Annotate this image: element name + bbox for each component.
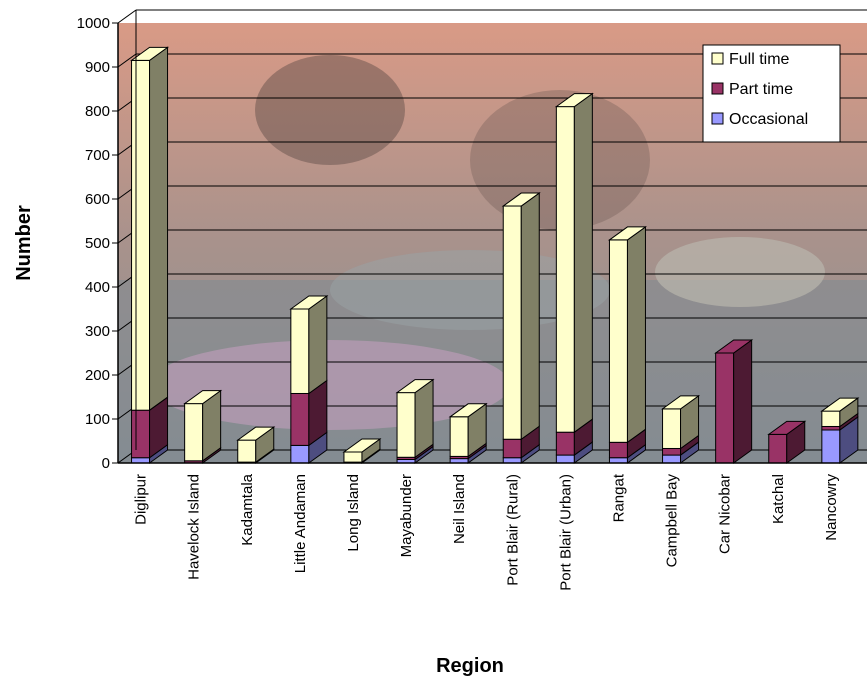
legend-label: Part time — [729, 81, 793, 98]
gridline-side — [117, 53, 137, 68]
x-tick-label: Katchal — [770, 474, 787, 524]
bar-segment-full-time — [449, 402, 487, 458]
x-tick-label: Rangat — [610, 473, 627, 522]
x-tick-label: Port Blair (Urban) — [557, 474, 574, 591]
y-tick-label: 600 — [85, 191, 110, 208]
x-tick-label: Long Island — [345, 474, 362, 552]
bar-top — [289, 295, 329, 310]
bar-segment-full-time — [821, 397, 859, 428]
bar-segment-part-time — [290, 379, 328, 447]
bar-top — [395, 379, 435, 394]
x-tick-label: Little Andaman — [292, 474, 309, 573]
bar-segment-full-time — [290, 295, 328, 395]
bar-top — [342, 438, 382, 453]
y-tick-label: 200 — [85, 367, 110, 384]
bar-segment-full-time — [608, 225, 646, 444]
x-tick-label: Car Nicobar — [717, 474, 734, 554]
bar-segment-full-time — [184, 389, 222, 462]
y-tick-label: 1000 — [77, 15, 110, 32]
bar-top — [820, 397, 860, 412]
bar-top — [183, 390, 223, 405]
y-tick-label: 800 — [85, 103, 110, 120]
x-tick-label: Campbell Bay — [664, 474, 681, 568]
bar-top — [448, 403, 488, 418]
y-axis-title: Number — [13, 205, 35, 281]
bar-top — [130, 46, 170, 61]
legend-label: Full time — [729, 51, 790, 68]
photo-fish-pile — [330, 250, 610, 330]
x-tick-label: Port Blair (Rural) — [504, 474, 521, 586]
bar-segment-full-time — [131, 46, 169, 412]
y-tick-label: 700 — [85, 147, 110, 164]
bar-top — [661, 395, 701, 410]
y-tick-label: 500 — [85, 235, 110, 252]
photo-person — [255, 55, 405, 165]
bar-top — [554, 93, 594, 108]
bar-segment-full-time — [662, 394, 700, 450]
legend-swatch — [711, 52, 724, 65]
y-tick-labels: 0 100 200 300 400 500 600 700 800 900 1000 — [77, 15, 118, 472]
bar-segment-part-time — [608, 428, 646, 459]
bar-top — [767, 420, 807, 435]
bar-segment-full-time — [237, 426, 275, 464]
legend-swatch — [711, 82, 724, 95]
bar-segment-part-time — [715, 339, 753, 464]
gridline-side — [117, 9, 137, 24]
x-tick-label: Neil Island — [451, 474, 468, 544]
y-tick-label: 0 — [102, 455, 110, 472]
legend: Full time Part time Occasional — [702, 44, 841, 143]
x-tick-label: Diglipur — [133, 474, 150, 525]
bar-segment-full-time — [396, 378, 434, 459]
y-tick-label: 900 — [85, 59, 110, 76]
x-tick-label: Nancowry — [823, 474, 840, 541]
bar-top — [714, 339, 754, 354]
y-tick-label: 400 — [85, 279, 110, 296]
x-axis-title: Region — [436, 655, 504, 677]
bar-segment-full-time — [502, 192, 540, 441]
x-tick-label: Kadamtala — [239, 473, 256, 545]
bar-top — [501, 192, 541, 207]
legend-box — [702, 44, 841, 143]
y-tick-label: 300 — [85, 323, 110, 340]
x-tick-label: Mayabunder — [398, 474, 415, 557]
x-category-labels: Diglipur Havelock Island Kadamtala Little A… — [133, 473, 840, 591]
bar-top — [236, 426, 276, 441]
legend-swatch — [711, 112, 724, 125]
bar-top — [607, 226, 647, 241]
y-tick-label: 100 — [85, 411, 110, 428]
legend-label: Occasional — [729, 111, 808, 128]
photo-basin — [655, 237, 825, 307]
bar-segment-full-time — [555, 92, 593, 434]
bar-segment-part-time — [768, 420, 806, 464]
bar-segment-part-time — [502, 425, 540, 459]
x-tick-label: Havelock Island — [186, 474, 203, 580]
